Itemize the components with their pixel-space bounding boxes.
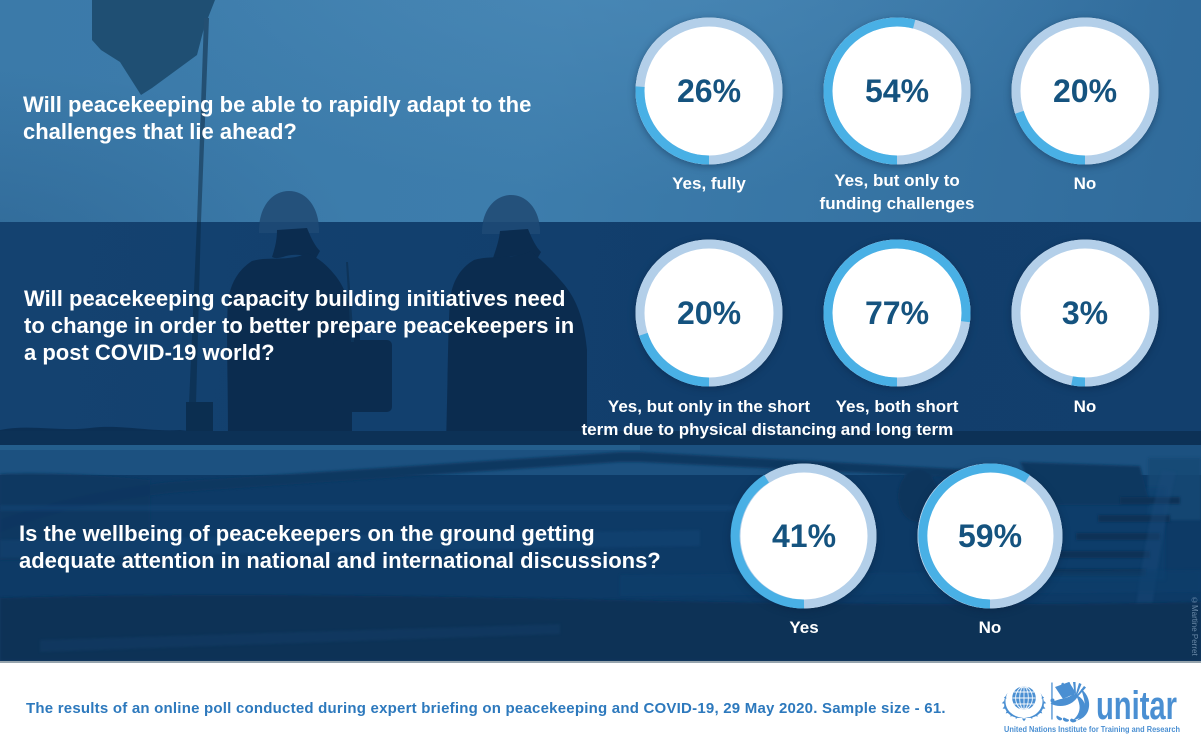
svg-text:United Nations Institute for T: United Nations Institute for Training an… [1004,724,1180,734]
svg-text:unitar: unitar [1096,684,1177,728]
